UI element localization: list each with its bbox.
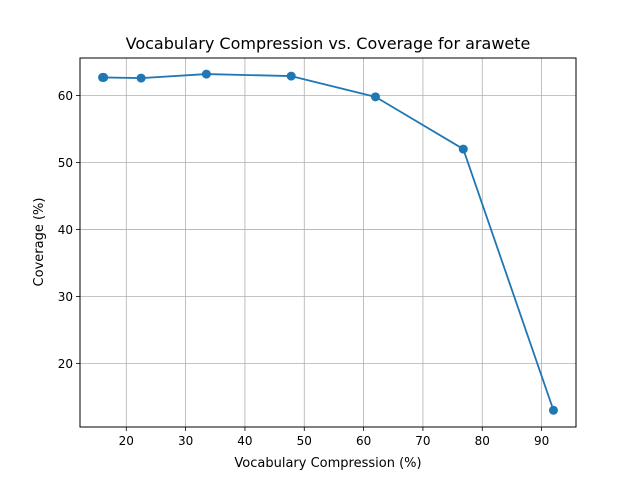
x-axis-ticks: 20 30 40 50 60 70 80 90 bbox=[119, 427, 549, 448]
data-point bbox=[458, 144, 468, 154]
data-point bbox=[548, 405, 558, 415]
y-tick-label: 40 bbox=[58, 223, 73, 237]
y-tick-label: 20 bbox=[58, 357, 73, 371]
series-markers bbox=[98, 69, 558, 415]
y-axis-ticks: 20 30 40 50 60 bbox=[58, 89, 80, 371]
data-point bbox=[99, 72, 109, 82]
y-tick-label: 50 bbox=[58, 156, 73, 170]
x-tick-label: 30 bbox=[178, 434, 193, 448]
x-tick-label: 70 bbox=[415, 434, 430, 448]
x-tick-label: 50 bbox=[297, 434, 312, 448]
data-point bbox=[370, 92, 380, 102]
x-tick-label: 80 bbox=[475, 434, 490, 448]
grid-lines bbox=[80, 58, 576, 427]
series-line bbox=[102, 73, 555, 411]
series-line-path bbox=[102, 73, 555, 411]
y-tick-label: 60 bbox=[58, 89, 73, 103]
x-tick-label: 90 bbox=[534, 434, 549, 448]
plot-frame bbox=[79, 57, 577, 428]
y-axis-label: Coverage (%) bbox=[32, 198, 47, 287]
x-axis-label: Vocabulary Compression (%) bbox=[234, 456, 421, 471]
data-point bbox=[286, 71, 296, 81]
x-tick-label: 60 bbox=[356, 434, 371, 448]
y-tick-label: 30 bbox=[58, 290, 73, 304]
data-point bbox=[201, 69, 211, 79]
chart-title: Vocabulary Compression vs. Coverage for … bbox=[126, 34, 531, 53]
data-point bbox=[136, 73, 146, 83]
plot-area bbox=[80, 58, 576, 427]
x-tick-label: 20 bbox=[119, 434, 134, 448]
x-tick-label: 40 bbox=[237, 434, 252, 448]
